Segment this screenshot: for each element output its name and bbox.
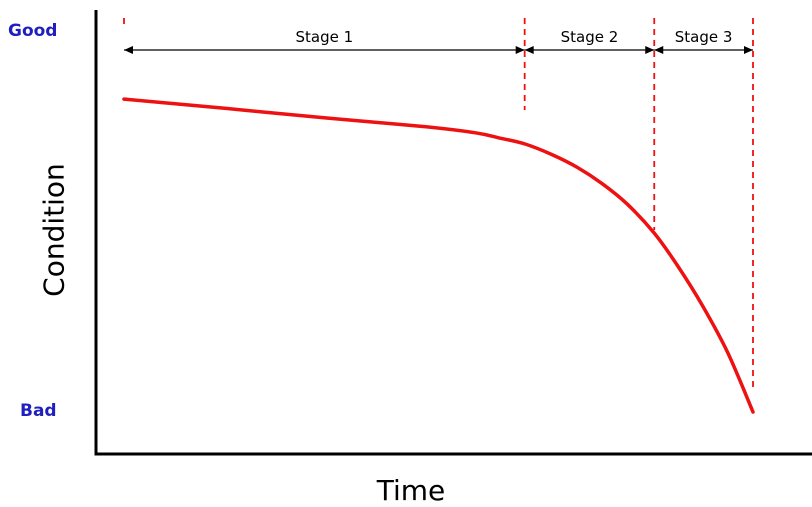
stage-1-arrow: [124, 46, 525, 54]
stage-2-arrow: [524, 46, 655, 54]
stage-3-arrow: [654, 46, 753, 54]
y-axis-title: Condition: [37, 163, 71, 297]
condition-curve: [122, 97, 755, 414]
stage-1-label: Stage 1: [296, 28, 354, 46]
y-axis-bad-label: Bad: [20, 401, 57, 421]
x-axis-title: Time: [376, 474, 446, 507]
stage-2-label: Stage 2: [561, 28, 619, 46]
stage-3-label: Stage 3: [675, 28, 733, 46]
y-axis-good-label: Good: [8, 21, 58, 41]
